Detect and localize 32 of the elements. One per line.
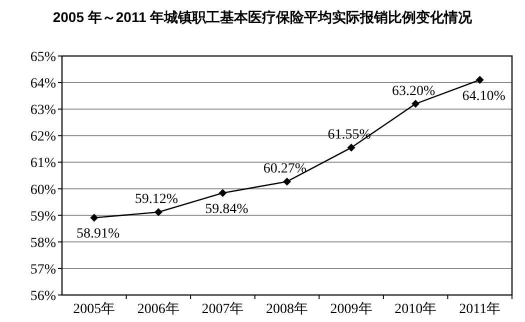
point: [283, 178, 291, 186]
data-label: 59.12%: [134, 192, 178, 208]
y-tick-label: 58%: [30, 236, 56, 251]
y-tick-label: 64%: [30, 76, 56, 92]
chart-title: 2005 年～2011 年城镇职工基本医疗保险平均实际报销比例变化情况: [52, 9, 474, 25]
y-tick-label: 61%: [30, 156, 56, 172]
y-tick-label: 62%: [30, 130, 56, 145]
x-tick-label: 2010年: [394, 301, 437, 317]
y-tick-label: 56%: [30, 289, 56, 304]
x-tick-label: 2008年: [266, 301, 308, 317]
point: [218, 189, 227, 198]
x-tick-label: 2005年: [73, 301, 116, 317]
y-tick-label: 59%: [30, 209, 56, 224]
point: [347, 144, 356, 152]
y-tick-label: 57%: [30, 262, 56, 278]
point: [476, 76, 484, 84]
data-label: 59.84%: [205, 202, 249, 218]
y-tick-label: 63%: [30, 103, 56, 118]
data-label: 58.91%: [76, 226, 120, 242]
y-tick-label: 60%: [30, 182, 56, 198]
x-tick-label: 2011年: [459, 301, 501, 317]
x-tick-label: 2007年: [202, 301, 244, 317]
x-tick-label: 2006年: [137, 301, 180, 317]
data-label: 60.27%: [263, 162, 307, 177]
data-label: 61.55%: [328, 128, 372, 143]
y-tick-label: 65%: [30, 50, 56, 65]
data-label: 64.10%: [462, 88, 506, 104]
point: [412, 100, 420, 108]
point: [154, 208, 162, 216]
data-label: 63.20%: [392, 84, 436, 99]
point: [90, 214, 98, 222]
x-tick-label: 2009年: [330, 301, 372, 317]
